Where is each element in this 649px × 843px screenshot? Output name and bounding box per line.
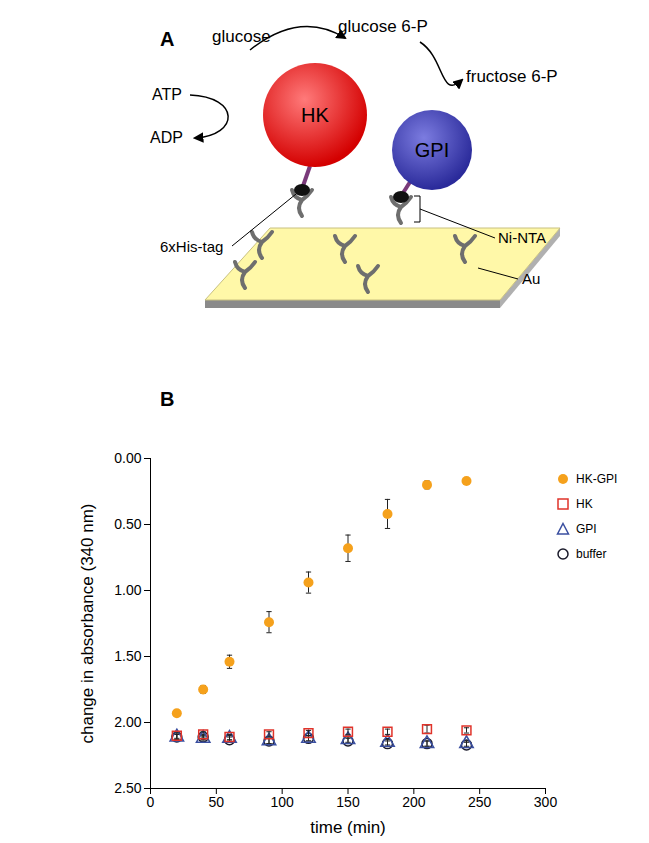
svg-text:1.00: 1.00 [114,582,141,598]
svg-text:ATP: ATP [152,86,182,103]
svg-text:2.50: 2.50 [114,780,141,796]
svg-text:HK: HK [301,104,329,126]
svg-text:0.00: 0.00 [114,450,141,466]
svg-text:glucose: glucose [212,27,271,46]
svg-text:200: 200 [402,794,426,810]
svg-text:Au: Au [522,270,540,287]
svg-text:change in absorbance (340 nm): change in absorbance (340 nm) [78,503,97,743]
svg-text:fructose 6-P: fructose 6-P [466,67,558,86]
svg-text:250: 250 [468,794,492,810]
svg-text:150: 150 [336,794,360,810]
svg-text:50: 50 [209,794,225,810]
html-text:B: B [160,388,175,410]
html-text:GPI: GPI [576,521,597,536]
svg-text:0: 0 [147,794,155,810]
svg-text:Ni-NTA: Ni-NTA [498,229,546,246]
svg-text:0.50: 0.50 [114,516,141,532]
svg-text:2.00: 2.00 [114,714,141,730]
html-text:HK: HK [576,496,593,511]
html-text:HK-GPI: HK-GPI [576,471,618,486]
svg-text:6xHis-tag: 6xHis-tag [160,238,223,255]
svg-text:ADP: ADP [150,129,183,146]
html-text:A: A [160,28,175,50]
html-text:buffer: buffer [576,546,607,561]
svg-text:glucose 6-P: glucose 6-P [338,17,428,36]
svg-text:300: 300 [534,794,558,810]
svg-text:GPI: GPI [415,139,449,161]
svg-text:time (min): time (min) [310,818,386,837]
svg-text:100: 100 [270,794,294,810]
svg-text:1.50: 1.50 [114,648,141,664]
